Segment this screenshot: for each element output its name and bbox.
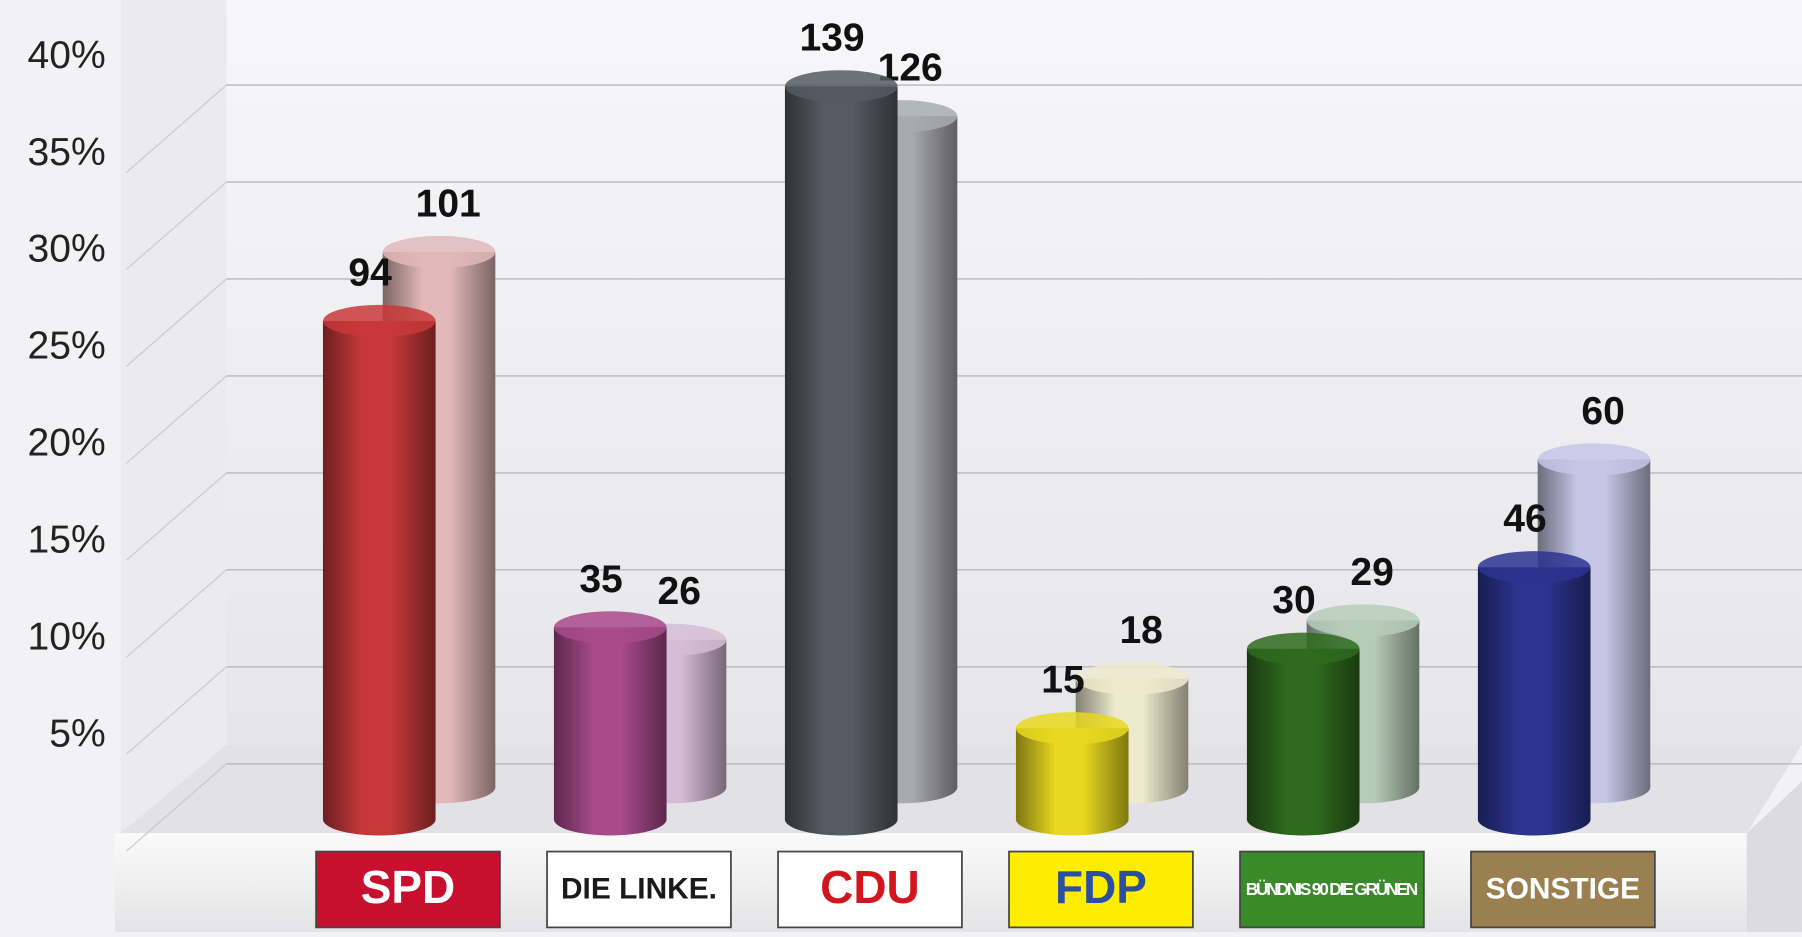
cylinder-body <box>1246 648 1360 820</box>
cylinder-top <box>553 611 667 644</box>
cylinder <box>553 611 667 836</box>
grid-line <box>126 472 227 561</box>
grid-line <box>126 763 227 852</box>
side-wall <box>120 0 227 834</box>
floor-side <box>1746 781 1802 932</box>
cylinder-top <box>784 70 898 103</box>
grid-line <box>126 181 227 270</box>
x-tick-label: SONSTIGE <box>1486 873 1640 906</box>
seat-label: 60 <box>1581 390 1624 433</box>
cylinder-top <box>1306 604 1420 637</box>
cylinder-top <box>322 304 436 338</box>
y-tick-label: 15% <box>28 519 106 562</box>
cylinder <box>784 70 898 836</box>
seat-label: 26 <box>657 570 700 613</box>
cylinder-body <box>553 627 667 820</box>
x-tick-label: SPD <box>361 861 456 913</box>
y-tick-label: 5% <box>49 713 105 756</box>
grid-line <box>126 375 227 464</box>
y-tick-label: 20% <box>28 422 106 465</box>
cylinder-body <box>322 320 436 820</box>
seat-label: 18 <box>1119 609 1162 652</box>
seat-label: 29 <box>1350 551 1393 594</box>
grid-line <box>126 84 227 173</box>
grid-line <box>126 569 227 658</box>
category-logo <box>546 850 732 929</box>
y-tick-label: 40% <box>28 34 106 77</box>
seat-label: 139 <box>799 17 864 60</box>
cylinder-body <box>1477 567 1591 820</box>
y-tick-label: 10% <box>28 616 106 659</box>
y-tick-label: 35% <box>28 131 106 174</box>
cylinder <box>1477 551 1591 836</box>
category-logo <box>1470 850 1656 929</box>
cylinder <box>1015 712 1129 836</box>
cylinder-top <box>382 235 496 269</box>
seat-label: 35 <box>579 558 622 601</box>
y-tick-label: 30% <box>28 228 106 271</box>
category-logo <box>777 850 963 929</box>
cylinder <box>1246 632 1360 836</box>
cylinder-body <box>784 86 898 820</box>
seat-label: 46 <box>1503 498 1546 541</box>
category-logo <box>1008 850 1194 929</box>
category-logo <box>315 850 501 929</box>
x-tick-label: DIE LINKE. <box>561 873 717 906</box>
cylinder-top <box>1075 662 1189 695</box>
x-tick-label: CDU <box>820 861 920 913</box>
seat-label: 101 <box>416 182 481 225</box>
category-logo <box>1239 850 1425 929</box>
seat-label: 15 <box>1041 659 1084 702</box>
x-tick-label: BÜNDNIS 90 DIE GRÜNEN <box>1246 879 1418 899</box>
seat-label: 94 <box>348 251 392 294</box>
grid-line <box>126 666 227 755</box>
seat-label: 30 <box>1272 579 1315 622</box>
x-tick-label: FDP <box>1055 861 1147 913</box>
grid-line <box>126 278 227 367</box>
cylinder-top <box>1477 551 1591 584</box>
cylinder-top <box>1015 712 1129 745</box>
cylinder-top <box>1246 632 1360 665</box>
cylinder <box>322 304 436 836</box>
plot: 5%10%15%20%25%30%35%40%10126126182960943… <box>28 17 1802 929</box>
cylinder-top <box>1537 443 1651 476</box>
y-tick-label: 25% <box>28 325 106 368</box>
